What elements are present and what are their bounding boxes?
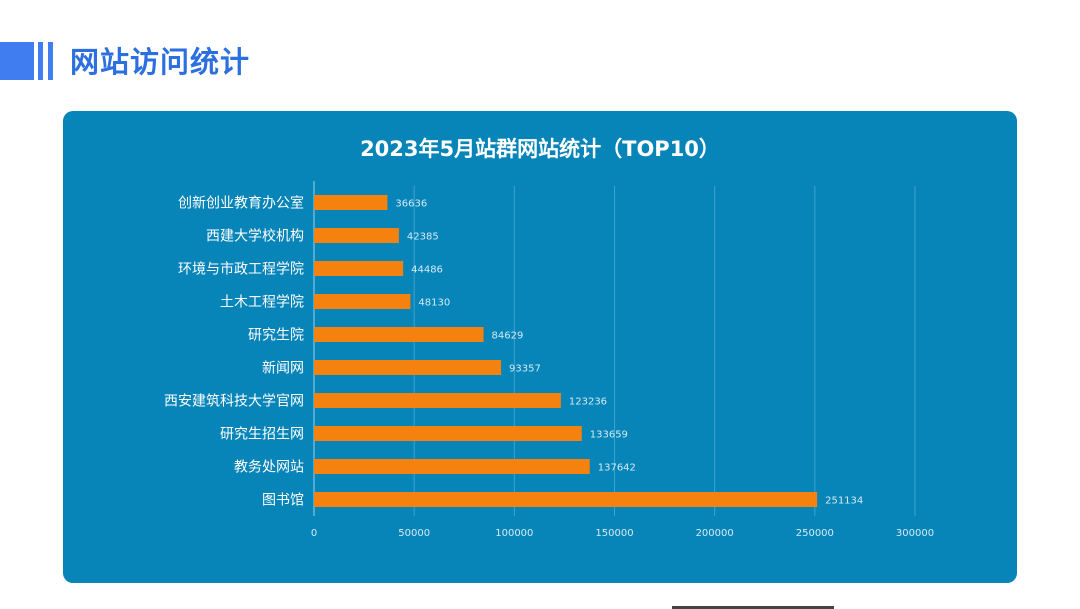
data-label: 137642: [598, 463, 636, 474]
category-label: 创新创业教育办公室: [178, 195, 304, 212]
title-accent-block: [0, 42, 34, 80]
category-label: 新闻网: [262, 361, 304, 377]
bar: [314, 261, 404, 276]
category-label: 研究生院: [248, 328, 304, 344]
bar: [314, 294, 411, 309]
category-label: 环境与市政工程学院: [178, 261, 304, 278]
bar-chart: 0 50000 100000 150000 200000 250000 300000 创新创业…: [164, 181, 934, 539]
chart-panel: 2023年5月站群网站统计（TOP10） 0 50000 100000 150000 2…: [63, 111, 1017, 583]
x-tick-label: 300000: [896, 528, 934, 539]
title-accent-bar: [48, 42, 53, 80]
x-tick-label: 0: [311, 528, 317, 539]
bar: [314, 195, 388, 210]
category-label: 西建大学校机构: [206, 228, 304, 245]
x-tick-label: 250000: [796, 528, 834, 539]
title-accent-bar: [38, 42, 43, 80]
data-label: 42385: [407, 232, 439, 243]
category-label: 西安建筑科技大学官网: [164, 394, 304, 410]
x-tick-label: 150000: [595, 528, 633, 539]
bar: [314, 327, 484, 342]
x-tick-label: 100000: [495, 528, 533, 539]
page-title: 网站访问统计: [70, 45, 251, 79]
data-label: 44486: [411, 265, 443, 276]
category-label: 教务处网站: [234, 460, 304, 476]
bar: [314, 459, 590, 474]
category-label: 研究生招生网: [220, 427, 304, 443]
bar: [314, 492, 818, 507]
data-label: 93357: [509, 364, 541, 375]
category-label: 图书馆: [262, 493, 304, 509]
data-label: 84629: [492, 331, 524, 342]
data-label: 123236: [569, 397, 607, 408]
data-label: 36636: [395, 199, 427, 210]
bar: [314, 393, 561, 408]
x-tick-label: 200000: [696, 528, 734, 539]
bar: [314, 228, 399, 243]
data-label: 48130: [418, 298, 450, 309]
bar: [314, 426, 582, 441]
x-tick-label: 50000: [398, 528, 430, 539]
bar: [314, 360, 502, 375]
footer-divider: [672, 606, 834, 609]
data-label: 133659: [590, 430, 628, 441]
data-label: 251134: [825, 496, 863, 507]
category-label: 土木工程学院: [220, 295, 304, 311]
chart-title: 2023年5月站群网站统计（TOP10）: [360, 137, 720, 161]
